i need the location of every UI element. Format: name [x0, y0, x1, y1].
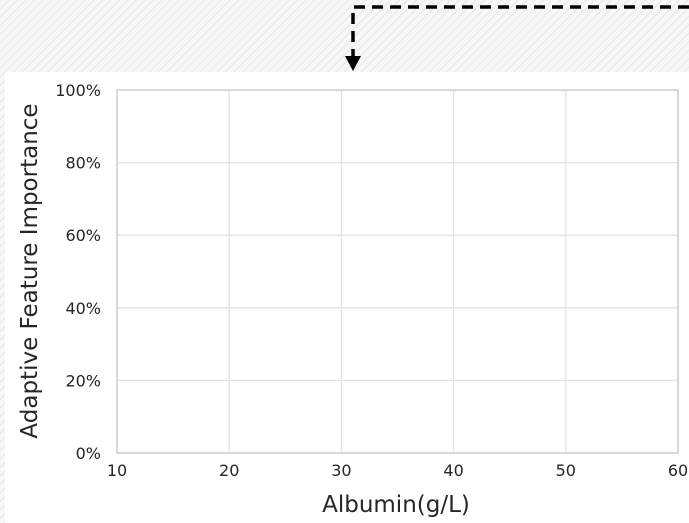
axes-frame: [116, 89, 679, 454]
x-tick-label: 60: [668, 461, 688, 480]
x-tick-label: 10: [107, 461, 127, 480]
chart-panel: 10 20 30 40 50 60 0% 20% 40% 60% 80% 100% Albumin(…: [5, 72, 689, 523]
y-tick-label: 40%: [65, 299, 101, 318]
y-tick-label: 20%: [65, 371, 101, 390]
x-tick-label: 20: [219, 461, 239, 480]
y-tick-label: 0%: [76, 444, 101, 463]
x-axis-label: Albumin(g/L): [322, 492, 470, 518]
x-tick-label: 50: [556, 461, 576, 480]
x-tick-label: 40: [443, 461, 463, 480]
grid-lines: [116, 89, 679, 454]
y-tick-label: 80%: [65, 154, 101, 173]
x-tick-label: 30: [331, 461, 351, 480]
y-tick-label: 100%: [55, 81, 101, 100]
chart-plot: 10 20 30 40 50 60 0% 20% 40% 60% 80% 100% Albumin(…: [17, 81, 688, 518]
x-tick-labels: 10 20 30 40 50 60: [107, 461, 688, 480]
connector-dashed-line: [351, 5, 689, 58]
connector-arrowhead: [345, 56, 361, 71]
connector-arrow: [345, 5, 689, 71]
y-tick-labels: 0% 20% 40% 60% 80% 100%: [55, 81, 101, 463]
plot-frame: [116, 89, 679, 454]
y-axis-label: Adaptive Feature Importance: [17, 103, 43, 438]
y-tick-label: 60%: [65, 226, 101, 245]
